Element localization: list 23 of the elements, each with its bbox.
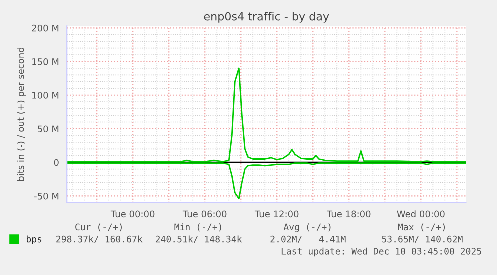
y-axis-title: bits in (-) / out (+) per second bbox=[17, 48, 26, 182]
y-tick-label: 50 M bbox=[38, 126, 59, 133]
x-tick-label: Tue 06:00 bbox=[182, 210, 227, 218]
x-tick-label: Wed 00:00 bbox=[397, 210, 445, 218]
text: 53.65M/ 140.62M bbox=[382, 236, 463, 244]
x-tick-label: Tue 18:00 bbox=[326, 210, 371, 218]
text: Cur (-/+) bbox=[76, 224, 122, 232]
text: Min (-/+) bbox=[174, 224, 222, 232]
y-tick-label: 100 M bbox=[32, 92, 59, 99]
text: Avg (-/+) bbox=[284, 224, 331, 232]
chart-title: enp0s4 traffic - by day bbox=[204, 12, 330, 23]
x-tick-label: Tue 12:00 bbox=[254, 210, 299, 218]
x-tick-label: Tue 00:00 bbox=[110, 210, 155, 218]
text: 2.02M/ 4.41M bbox=[270, 236, 346, 244]
legend-label: bps bbox=[27, 236, 42, 244]
text: 240.51k/ 148.34k bbox=[156, 236, 242, 244]
y-tick-label: 0 bbox=[54, 159, 59, 166]
text: Max (-/+) bbox=[398, 224, 446, 232]
y-tick-label: 150 M bbox=[32, 58, 59, 66]
text: Last update: Wed Dec 10 03:45:00 2025 bbox=[282, 248, 482, 257]
y-tick-label: 200 M bbox=[32, 24, 59, 32]
text: 298.37k/ 160.67k bbox=[56, 236, 143, 244]
y-tick-label: -50 M bbox=[34, 192, 59, 200]
